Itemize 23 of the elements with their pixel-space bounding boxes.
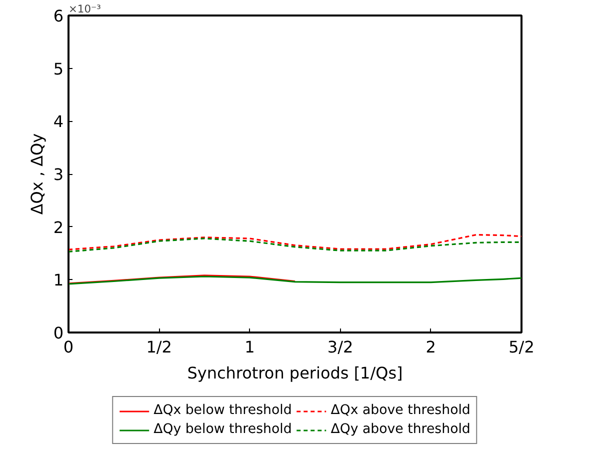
legend-label: ΔQx below threshold — [154, 403, 292, 418]
x-axis-title: Synchrotron periods [1/Qs] — [187, 364, 403, 382]
y-tick-label: 0 — [53, 324, 64, 342]
line-series — [68, 274, 296, 284]
x-tick-label: 5/2 — [508, 338, 534, 356]
y-tick-label: 5 — [53, 59, 64, 78]
x-tick-label: 1/2 — [146, 338, 172, 356]
legend-label: ΔQx above threshold — [330, 403, 470, 418]
y-tick-label: 3 — [53, 165, 64, 184]
y-tick-label: 2 — [53, 218, 64, 237]
line-series — [68, 276, 522, 285]
line-series — [68, 238, 522, 252]
legend-label: ΔQy below threshold — [154, 422, 292, 437]
line-series — [68, 234, 522, 250]
y-axis-title: ΔQx , ΔQy — [27, 133, 46, 215]
x-tick-label: 3/2 — [327, 338, 354, 356]
x-tick-label: 2 — [426, 338, 436, 356]
x-tick-label: 1 — [244, 338, 255, 356]
y-tick-label: 6 — [53, 6, 64, 26]
legend-label: ΔQy above threshold — [330, 422, 470, 437]
y-tick-label: 4 — [53, 112, 64, 132]
y-tick-label: 1 — [53, 270, 64, 290]
text: ×10⁻³ — [68, 2, 101, 16]
